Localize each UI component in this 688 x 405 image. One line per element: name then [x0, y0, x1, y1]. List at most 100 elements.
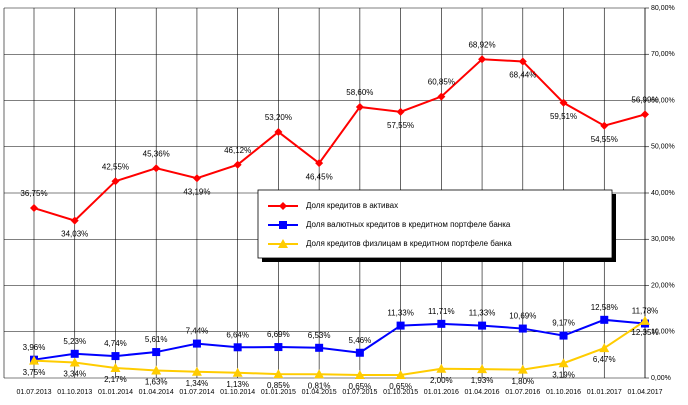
data-label: 42,55%	[102, 162, 129, 171]
data-label: 57,55%	[387, 121, 414, 130]
x-tick-label: 01.01.2014	[98, 389, 133, 396]
x-tick-label: 01.04.2017	[627, 389, 662, 396]
x-tick-label: 01.10.2016	[546, 389, 581, 396]
x-tick-label: 01.04.2016	[465, 389, 500, 396]
marker	[559, 98, 568, 107]
x-tick-label: 01.10.2014	[220, 389, 255, 396]
x-tick-label: 01.07.2014	[179, 389, 214, 396]
data-label: 3,34%	[63, 370, 86, 379]
marker	[70, 349, 79, 358]
data-label: 11,78%	[632, 307, 659, 316]
data-label: 11,71%	[428, 307, 455, 316]
y-tick-label: 0,00%	[651, 375, 671, 382]
marker	[232, 367, 243, 377]
x-tick-label: 01.07.2013	[16, 389, 51, 396]
x-tick-label: 01.10.2013	[57, 389, 92, 396]
y-tick-label: 40,00%	[651, 190, 675, 197]
marker	[111, 352, 120, 361]
marker	[600, 121, 609, 130]
data-label: 0,85%	[267, 381, 290, 390]
series-line	[33, 58, 646, 222]
marker	[477, 364, 488, 374]
legend: Доля кредитов в активах Доля валютных кре…	[257, 189, 616, 262]
marker	[517, 364, 528, 374]
data-label: 10,69%	[509, 312, 536, 321]
marker	[70, 216, 79, 225]
marker	[437, 92, 446, 101]
data-label: 46,12%	[224, 146, 251, 155]
marker	[274, 343, 283, 352]
marker	[518, 324, 527, 333]
marker	[395, 369, 406, 379]
marker	[396, 107, 405, 116]
data-label: 2,17%	[104, 375, 127, 384]
x-tick-label: 01.07.2016	[505, 389, 540, 396]
data-label: 0,65%	[389, 382, 412, 391]
marker	[274, 127, 283, 136]
data-label: 12,35%	[631, 328, 658, 337]
marker	[599, 343, 610, 353]
data-label: 43,19%	[183, 187, 210, 196]
data-label: 1,34%	[186, 379, 209, 388]
data-label: 11,33%	[387, 309, 414, 318]
marker	[273, 369, 284, 379]
marker	[478, 55, 487, 64]
y-tick-label: 80,00%	[651, 5, 675, 12]
data-label: 1,13%	[226, 380, 249, 389]
legend-label: Доля кредитов в активах	[306, 201, 398, 210]
marker	[233, 343, 242, 352]
data-label: 54,55%	[591, 135, 618, 144]
x-tick-label: 01.01.2015	[261, 389, 296, 396]
marker	[518, 57, 527, 66]
data-label: 68,44%	[509, 71, 536, 80]
marker	[641, 110, 649, 119]
x-tick-label: 01.01.2016	[424, 389, 459, 396]
y-tick-label: 60,00%	[651, 97, 675, 104]
marker	[278, 239, 288, 248]
marker	[233, 160, 242, 169]
data-label: 3,96%	[23, 343, 46, 352]
y-tick-label: 30,00%	[651, 236, 675, 243]
marker	[437, 319, 446, 328]
marker	[355, 348, 364, 357]
data-label: 53,20%	[265, 113, 292, 122]
marker	[436, 363, 447, 373]
data-label: 12,58%	[591, 303, 618, 312]
y-tick-label: 10,00%	[651, 329, 675, 336]
marker	[151, 365, 162, 375]
data-label: 6,53%	[308, 331, 331, 340]
data-label: 60,85%	[428, 78, 455, 87]
data-label: 56,99%	[631, 96, 658, 105]
data-label: 5,46%	[349, 336, 372, 345]
marker	[354, 369, 365, 379]
series-line	[33, 320, 646, 376]
data-label: 6,69%	[267, 330, 290, 339]
marker	[640, 315, 650, 325]
marker	[191, 366, 202, 376]
data-label: 46,45%	[306, 172, 333, 181]
data-label: 59,51%	[550, 112, 577, 121]
marker	[69, 357, 80, 367]
data-label: 6,47%	[593, 355, 616, 364]
x-tick-label: 01.10.2015	[383, 389, 418, 396]
x-tick-label: 01.04.2014	[139, 389, 174, 396]
data-label: 0,65%	[349, 382, 372, 391]
marker	[152, 348, 161, 357]
marker	[600, 315, 609, 324]
data-label: 0,81%	[308, 381, 331, 390]
data-label: 36,75%	[20, 189, 47, 198]
marker	[192, 339, 201, 348]
data-label: 3,19%	[552, 370, 575, 379]
marker	[315, 343, 324, 352]
marker	[396, 321, 405, 330]
series-line	[33, 318, 646, 361]
marker	[279, 221, 287, 229]
marker	[111, 177, 120, 186]
marker	[29, 355, 39, 365]
marker	[30, 204, 38, 213]
data-label: 1,63%	[145, 378, 168, 387]
legend-box	[257, 189, 613, 259]
x-tick-label: 01.01.2017	[587, 389, 622, 396]
marker	[478, 321, 487, 330]
